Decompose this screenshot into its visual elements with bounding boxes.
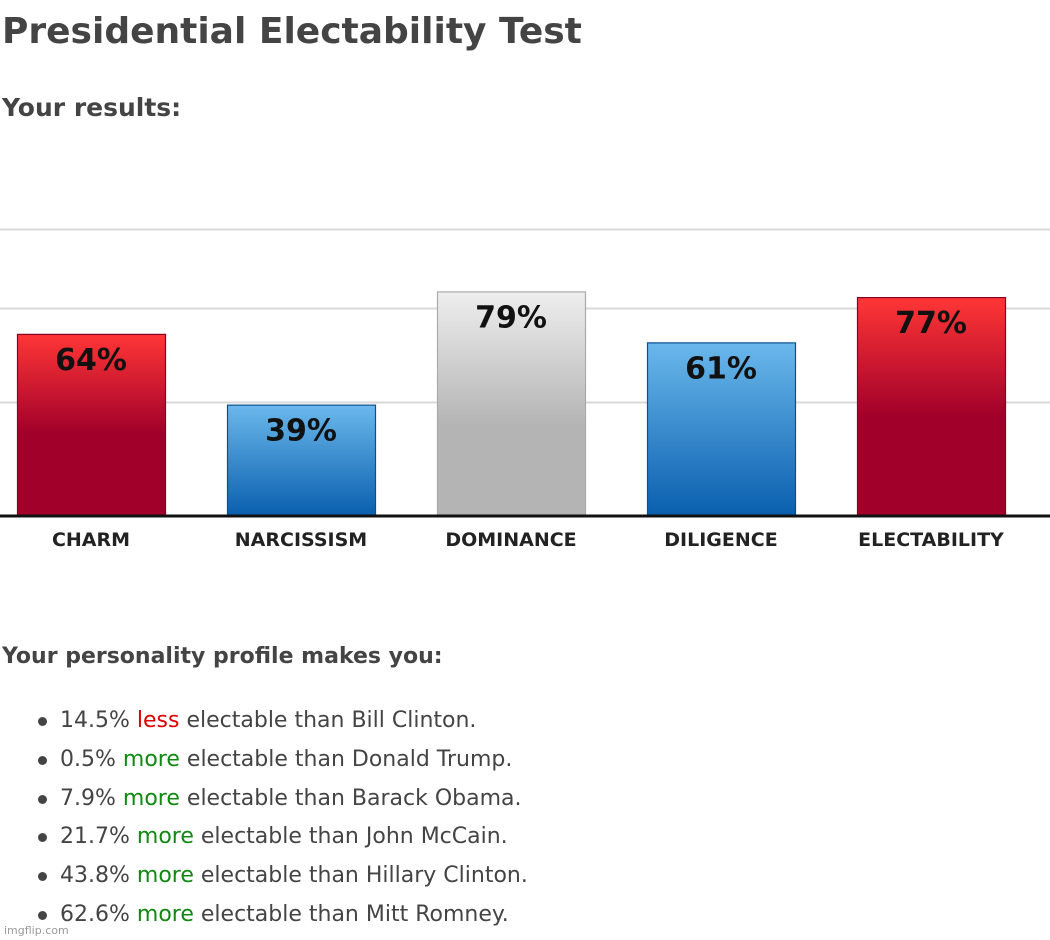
bar-value-label: 64% — [55, 343, 127, 378]
profile-heading: Your personality profile makes you: — [2, 644, 443, 669]
category-label: DILIGENCE — [664, 529, 777, 551]
bullet-icon — [38, 717, 47, 726]
bar-value-label: 39% — [265, 414, 337, 449]
comparison-item: 43.8% more electable than Hillary Clinto… — [36, 857, 528, 896]
bullet-icon — [38, 872, 47, 882]
category-label: DOMINANCE — [445, 529, 576, 551]
comparison-rest: electable than Mitt Romney. — [200, 901, 509, 927]
comparison-list: 14.5% less electable than Bill Clinton. … — [36, 702, 528, 935]
bar-value-label: 77% — [895, 306, 967, 341]
comparison-rest: electable than John McCain. — [200, 824, 508, 850]
category-label: NARCISSISM — [235, 529, 367, 551]
comparison-percent: 62.6% — [60, 901, 130, 927]
labels: 64% CHARM 39% NARCISSISM 79% DOMINANCE 61% DILI… — [52, 300, 1004, 551]
bar-charm — [16, 333, 167, 517]
comparison-percent: 43.8% — [60, 863, 130, 889]
comparison-direction: less — [136, 708, 180, 733]
bullet-icon — [38, 910, 47, 920]
comparison-percent: 21.7% — [60, 824, 130, 850]
comparison-direction: more — [122, 746, 180, 772]
bullet-icon — [38, 755, 47, 765]
bars — [16, 291, 1007, 517]
category-label: ELECTABILITY — [858, 529, 1004, 551]
results-heading: Your results: — [2, 93, 182, 122]
comparison-item: 0.5% more electable than Donald Trump. — [36, 741, 528, 780]
comparison-direction: more — [136, 824, 194, 850]
comparison-direction: more — [136, 901, 194, 927]
comparison-item: 21.7% more electable than John McCain. — [36, 818, 528, 857]
watermark: imgflip.com — [4, 924, 69, 937]
comparison-percent: 0.5% — [60, 746, 116, 772]
page-title: Presidential Electability Test — [2, 11, 582, 52]
comparison-item: 14.5% less electable than Bill Clinton. — [36, 702, 528, 741]
comparison-rest: electable than Bill Clinton. — [186, 708, 477, 733]
comparison-item: 7.9% more electable than Barack Obama. — [36, 780, 528, 819]
comparison-rest: electable than Barack Obama. — [186, 785, 522, 811]
comparison-percent: 7.9% — [60, 785, 116, 811]
electability-bar-chart: 64% CHARM 39% NARCISSISM 79% DOMINANCE 61% DILI… — [0, 228, 1050, 551]
comparison-direction: more — [122, 785, 180, 811]
comparison-percent: 14.5% — [60, 708, 130, 733]
comparison-rest: electable than Hillary Clinton. — [200, 863, 528, 889]
comparison-direction: more — [136, 863, 194, 889]
bar-value-label: 61% — [685, 351, 757, 386]
category-label: CHARM — [52, 529, 130, 551]
bar-value-label: 79% — [475, 300, 547, 335]
bullet-icon — [38, 794, 47, 804]
bullet-icon — [38, 833, 47, 843]
comparison-item: 62.6% more electable than Mitt Romney. — [36, 896, 528, 935]
comparison-rest: electable than Donald Trump. — [186, 746, 513, 772]
